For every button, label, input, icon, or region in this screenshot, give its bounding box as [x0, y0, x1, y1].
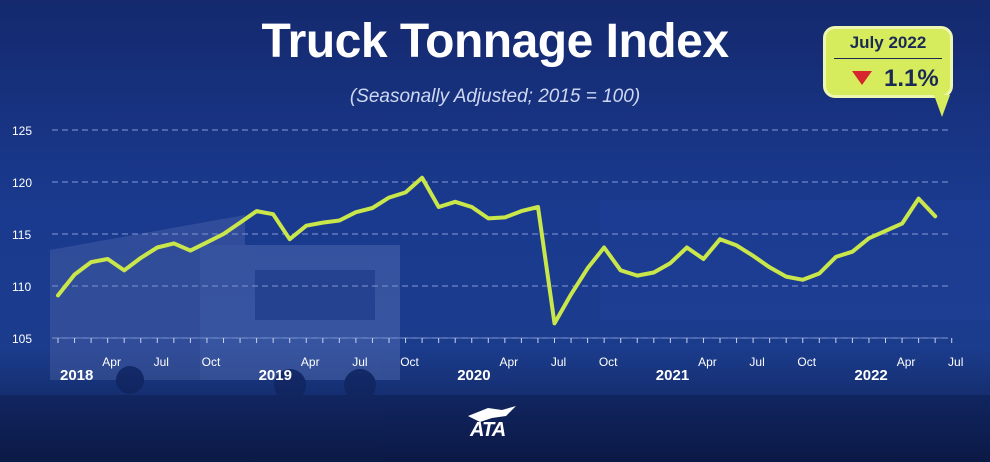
data-point — [635, 274, 639, 278]
data-point — [453, 200, 457, 204]
data-point — [933, 214, 937, 218]
change-callout: July 2022 1.1% — [823, 26, 953, 98]
data-point — [56, 293, 60, 297]
y-axis-tick-labels: 125 120 115 110 105 — [12, 124, 32, 346]
data-point — [89, 260, 93, 264]
x-tick-year-label: 2018 — [60, 367, 93, 384]
x-axis-tick-labels: 2018 Apr Jul Oct 2019 Apr Jul Oct 2020 Apr Jul Oct 2… — [60, 355, 963, 384]
data-point — [867, 236, 871, 240]
data-point — [718, 237, 722, 241]
x-tick-month-label: Oct — [599, 355, 618, 369]
data-point — [238, 221, 242, 225]
data-point — [503, 215, 507, 219]
x-tick-year-label: 2020 — [457, 367, 490, 384]
data-point — [701, 257, 705, 261]
data-point — [668, 261, 672, 265]
x-tick-month-label: Apr — [698, 355, 717, 369]
callout-pointer — [934, 95, 950, 117]
data-point — [619, 268, 623, 272]
y-tick-label: 105 — [12, 332, 32, 346]
data-point — [917, 197, 921, 201]
callout-date: July 2022 — [849, 33, 927, 52]
data-point — [900, 222, 904, 226]
x-tick-month-label: Jul — [352, 355, 367, 369]
data-point — [255, 209, 259, 213]
data-point — [337, 218, 341, 222]
data-point — [437, 205, 441, 209]
data-point — [486, 216, 490, 220]
x-tick-month-label: Jul — [551, 355, 566, 369]
chart-subtitle: (Seasonally Adjusted; 2015 = 100) — [349, 86, 641, 107]
chart-title: Truck Tonnage Index — [261, 15, 729, 68]
data-point — [205, 240, 209, 244]
data-point — [172, 241, 176, 245]
data-point — [751, 254, 755, 258]
data-point — [784, 275, 788, 279]
x-tick-month-label: Jul — [948, 355, 963, 369]
callout-change-value: 1.1% — [884, 65, 939, 92]
x-tick-year-label: 2022 — [854, 367, 887, 384]
data-point — [801, 278, 805, 282]
y-tick-label: 120 — [12, 176, 32, 190]
series-line-layer — [56, 175, 938, 326]
x-tick-month-label: Jul — [749, 355, 764, 369]
data-point — [188, 249, 192, 253]
data-point — [652, 270, 656, 274]
data-point — [222, 232, 225, 236]
data-point — [470, 205, 474, 209]
data-point — [602, 246, 606, 250]
data-point — [106, 257, 110, 261]
series-line-tonnage-index — [56, 175, 938, 326]
ata-eagle-logo-icon — [468, 406, 516, 422]
data-point — [271, 212, 275, 216]
data-point — [387, 196, 391, 200]
data-point — [304, 224, 308, 228]
y-tick-label: 110 — [12, 280, 31, 294]
data-point — [155, 246, 159, 250]
data-point — [288, 237, 292, 241]
x-tick-month-label: Apr — [897, 355, 916, 369]
data-point — [834, 255, 838, 259]
x-tick-month-label: Apr — [301, 355, 320, 369]
data-point — [73, 273, 77, 277]
x-tick-month-label: Jul — [154, 355, 169, 369]
x-tick-month-label: Oct — [202, 355, 221, 369]
data-point — [685, 246, 689, 250]
data-point — [370, 206, 374, 210]
data-point — [817, 272, 821, 276]
data-point — [122, 268, 126, 272]
data-point — [553, 321, 556, 325]
x-tick-month-label: Apr — [102, 355, 121, 369]
data-point — [354, 210, 358, 214]
x-tick-month-label: Apr — [500, 355, 519, 369]
data-point — [586, 266, 590, 270]
callout-divider — [834, 58, 942, 59]
down-arrow-icon — [852, 71, 872, 85]
y-tick-label: 115 — [12, 228, 31, 242]
ata-logo-text: ATA — [470, 419, 506, 441]
data-point — [420, 176, 424, 180]
data-point — [735, 243, 739, 247]
data-point — [768, 265, 772, 269]
data-point — [139, 256, 143, 260]
x-tick-month-label: Oct — [400, 355, 419, 369]
data-point — [884, 229, 887, 233]
y-tick-label: 125 — [12, 124, 32, 138]
data-point — [321, 221, 325, 225]
x-tick-month-label: Oct — [797, 355, 816, 369]
x-tick-year-label: 2021 — [656, 367, 689, 384]
data-point — [569, 292, 573, 296]
data-point — [404, 190, 408, 194]
data-point — [519, 209, 523, 213]
grid-lines — [52, 129, 953, 343]
data-point — [850, 250, 854, 254]
data-point — [536, 205, 540, 209]
x-tick-year-label: 2019 — [259, 367, 292, 384]
